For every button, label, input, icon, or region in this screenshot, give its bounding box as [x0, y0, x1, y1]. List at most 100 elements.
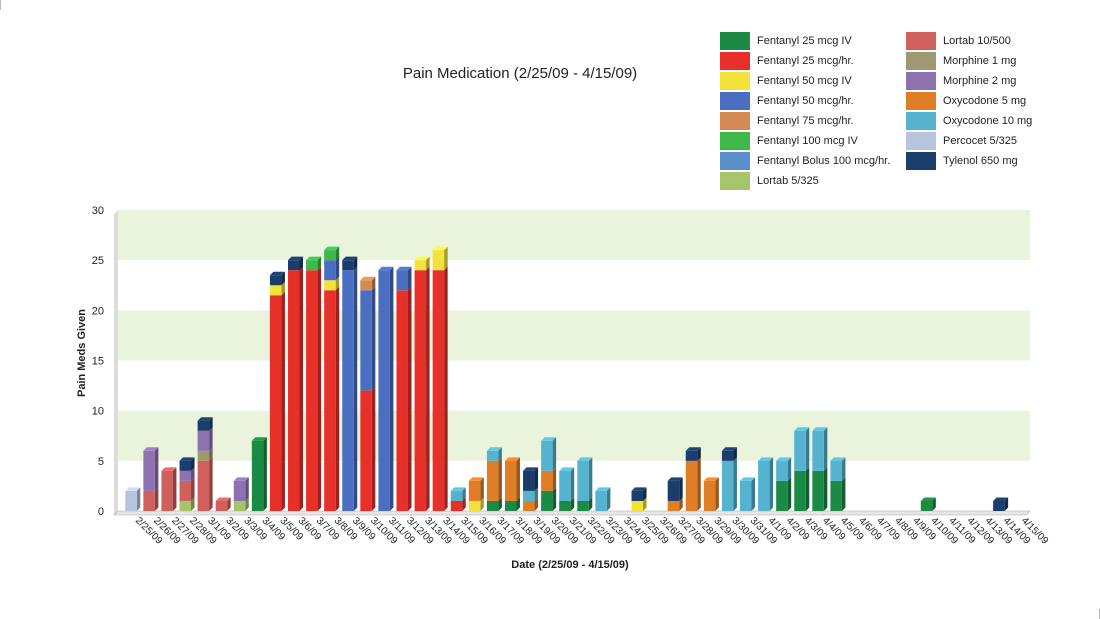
- bar-side: [389, 266, 394, 511]
- bar-segment: [577, 500, 589, 511]
- bar-top: [251, 437, 267, 441]
- bar-side: [733, 447, 737, 461]
- legend-label: Oxycodone 5 mg: [943, 95, 1027, 107]
- bar-segment: [233, 480, 246, 501]
- bar-segment: [269, 295, 282, 511]
- legend-label: Fentanyl 100 mcg IV: [757, 135, 858, 147]
- bar-side: [805, 467, 810, 511]
- bar-side: [407, 266, 412, 291]
- bar-segment: [721, 450, 734, 461]
- legend-item: Fentanyl 25 mcg/hr.: [720, 51, 854, 71]
- bar-top: [993, 497, 1009, 501]
- bar-segment: [197, 450, 210, 461]
- y-tick-label: 10: [92, 406, 104, 418]
- bar-top: [721, 447, 737, 451]
- bar-segment: [360, 390, 372, 511]
- legend-label: Fentanyl Bolus 100 mcg/hr.: [757, 155, 891, 167]
- legend-label: Tylenol 650 mg: [943, 155, 1018, 167]
- y-tick-label: 20: [92, 305, 104, 317]
- bar-segment: [396, 270, 408, 291]
- bar-side: [841, 457, 846, 481]
- legend-swatch: [906, 52, 936, 70]
- bar-side: [932, 497, 936, 511]
- bar-side: [534, 497, 539, 511]
- bar-side: [209, 427, 213, 451]
- bar-segment: [324, 260, 336, 281]
- bar-top: [504, 457, 520, 461]
- bar-side: [191, 497, 195, 511]
- legend-item: Lortab 10/500: [906, 31, 1011, 51]
- bar-segment: [432, 270, 445, 511]
- bar-segment: [993, 500, 1005, 511]
- legend-swatch: [720, 52, 750, 70]
- bar-segment: [776, 460, 788, 481]
- legend-item: Fentanyl 50 mcg IV: [720, 71, 852, 91]
- bar-top: [342, 256, 358, 261]
- legend-label: Fentanyl 75 mcg/hr.: [757, 115, 854, 127]
- legend-label: Fentanyl 50 mcg IV: [757, 75, 852, 87]
- bar-segment: [269, 285, 282, 296]
- bar-side: [209, 457, 213, 511]
- chart-title: Pain Medication (2/25/09 - 4/15/09): [402, 65, 638, 82]
- bar-segment: [251, 440, 264, 511]
- bar-segment: [794, 470, 806, 511]
- bar-side: [154, 487, 159, 511]
- bar-side: [679, 497, 683, 511]
- legend-label: Fentanyl 25 mcg/hr.: [757, 55, 854, 67]
- bar-segment: [143, 490, 155, 511]
- bar-segment: [342, 260, 354, 271]
- bar-segment: [920, 500, 933, 511]
- x-axis-floor: [113, 510, 1031, 516]
- legend-label: Percocet 5/325: [943, 135, 1017, 147]
- bar-top: [360, 276, 376, 281]
- bar-segment: [812, 470, 824, 511]
- bar-side: [353, 266, 358, 511]
- bar-side: [426, 266, 430, 511]
- bar-side: [498, 447, 502, 461]
- bar-segment: [306, 270, 318, 511]
- bar-top: [595, 487, 611, 491]
- y-axis-label: Pain Meds Given: [76, 308, 88, 398]
- bar-segment: [414, 260, 427, 271]
- bar-top: [143, 447, 159, 451]
- bar-segment: [360, 290, 372, 391]
- legend-swatch: [906, 132, 936, 150]
- bar-side: [191, 477, 195, 501]
- bar-top: [306, 256, 322, 261]
- legend-swatch: [720, 152, 750, 170]
- bar-side: [317, 256, 322, 271]
- legend-swatch: [720, 172, 750, 190]
- bar-top: [631, 487, 647, 491]
- legend-swatch: [720, 132, 750, 150]
- bar-side: [371, 387, 376, 511]
- bar-segment: [324, 250, 336, 261]
- bar-side: [643, 487, 647, 501]
- legend-item: Morphine 2 mg: [906, 71, 1016, 91]
- bar-side: [805, 427, 810, 471]
- bar-side: [787, 457, 792, 481]
- bar-top: [414, 256, 430, 261]
- legend-swatch: [720, 92, 750, 110]
- legend-item: Fentanyl 25 mcg IV: [720, 31, 852, 51]
- bar-segment: [685, 450, 698, 461]
- bar-side: [371, 286, 376, 391]
- legend-label: Fentanyl 50 mcg/hr.: [757, 95, 854, 107]
- bar-side: [263, 437, 267, 511]
- bar-segment: [758, 460, 770, 511]
- bar-segment: [504, 500, 517, 511]
- grid-band: [118, 260, 1030, 311]
- bar-side: [335, 246, 340, 261]
- bar-side: [444, 266, 448, 511]
- bar-segment: [450, 500, 463, 511]
- bar-segment: [595, 490, 607, 511]
- bar-segment: [523, 470, 535, 491]
- bar-side: [480, 477, 484, 501]
- bar-top: [703, 477, 719, 481]
- bar-side: [335, 256, 340, 281]
- bar-side: [371, 276, 376, 291]
- bar-top: [125, 487, 141, 491]
- bar-segment: [324, 290, 336, 511]
- y-tick-label: 15: [92, 356, 104, 368]
- bar-segment: [812, 430, 824, 471]
- bar-side: [172, 467, 177, 511]
